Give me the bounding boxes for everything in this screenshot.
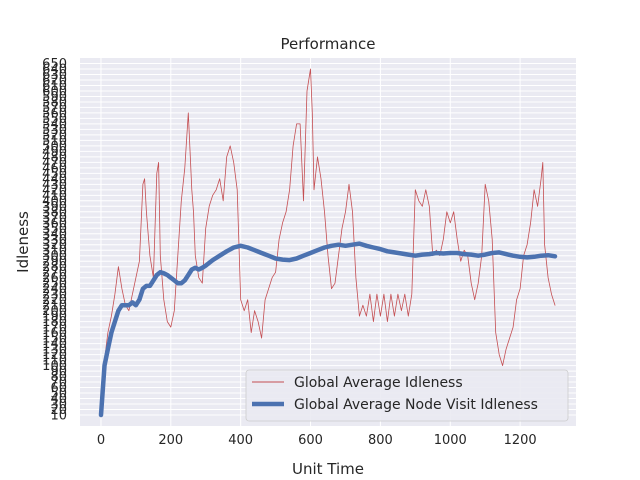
y-tick-label: 70 [50, 376, 67, 391]
y-tick-label: 140 [42, 337, 67, 352]
y-tick-label: 350 [42, 222, 67, 237]
y-tick-label: 90 [50, 365, 67, 380]
y-axis-label: Idleness [14, 211, 32, 273]
legend-label-global-average-node-visit-idleness: Global Average Node Visit Idleness [294, 397, 538, 413]
y-tick-label: 430 [42, 178, 67, 193]
y-tick-label: 450 [42, 167, 67, 182]
y-tick-label: 260 [42, 271, 67, 286]
y-tick-label: 540 [42, 117, 67, 132]
y-tick-label: 620 [42, 73, 67, 88]
y-tick-label: 340 [42, 227, 67, 242]
x-tick-label: 800 [368, 433, 393, 448]
y-tick-label: 640 [42, 62, 67, 77]
y-tick-label: 240 [42, 282, 67, 297]
y-tick-label: 200 [42, 304, 67, 319]
series-line-global-average-node-visit-idleness [98, 241, 558, 418]
y-tick-label: 210 [42, 299, 67, 314]
y-tick-label: 10 [50, 409, 67, 424]
y-tick-label: 110 [42, 354, 67, 369]
y-tick-label: 590 [42, 90, 67, 105]
y-tick-label: 160 [42, 326, 67, 341]
y-tick-label: 300 [42, 249, 67, 264]
legend-box [245, 369, 569, 422]
y-tick-label: 500 [42, 139, 67, 154]
y-tick-label: 330 [42, 233, 67, 248]
y-tick-label: 400 [42, 194, 67, 209]
y-tick-label: 440 [42, 172, 67, 187]
y-tick-label: 470 [42, 156, 67, 171]
y-tick-label: 220 [42, 293, 67, 308]
x-axis-label: Unit Time [292, 460, 364, 478]
x-tick-label: 1000 [434, 433, 467, 448]
y-tick-label: 630 [42, 68, 67, 83]
y-tick-label: 570 [42, 101, 67, 116]
y-tick-label: 120 [42, 348, 67, 363]
y-tick-label: 170 [42, 321, 67, 336]
y-tick-label: 490 [42, 145, 67, 160]
y-tick-label: 50 [50, 387, 67, 402]
y-tick-label: 20 [50, 403, 67, 418]
y-tick-label: 30 [50, 398, 67, 413]
y-tick-label: 410 [42, 189, 67, 204]
y-tick-label: 480 [42, 150, 67, 165]
y-tick-label: 420 [42, 183, 67, 198]
x-tick-label: 600 [298, 433, 323, 448]
y-tick-label: 270 [42, 266, 67, 281]
y-tick-label: 610 [42, 79, 67, 94]
y-tick-label: 580 [42, 95, 67, 110]
y-tick-label: 460 [42, 161, 67, 176]
series-line-global-average-idleness [100, 68, 556, 416]
y-tick-label: 600 [42, 84, 67, 99]
y-tick-label: 150 [42, 332, 67, 347]
y-tick-label: 290 [42, 255, 67, 270]
y-tick-label: 230 [42, 288, 67, 303]
x-tick-label: 400 [228, 433, 253, 448]
legend: Global Average Idleness Global Average N… [245, 369, 569, 422]
y-tick-label: 310 [42, 244, 67, 259]
y-tick-label: 390 [42, 200, 67, 215]
y-tick-label: 550 [42, 112, 67, 127]
y-tick-label: 510 [42, 134, 67, 149]
y-tick-label: 650 [42, 57, 67, 72]
y-tick-label: 100 [42, 359, 67, 374]
y-tick-label: 80 [50, 370, 67, 385]
y-tick-label: 320 [42, 238, 67, 253]
y-tick-label: 190 [42, 310, 67, 325]
y-tick-label: 360 [42, 216, 67, 231]
y-tick-label: 520 [42, 128, 67, 143]
chart-title: Performance [280, 35, 375, 53]
x-tick-label: 200 [158, 433, 183, 448]
legend-label-global-average-idleness: Global Average Idleness [294, 375, 463, 391]
y-tick-label: 370 [42, 211, 67, 226]
series-layer [98, 68, 558, 418]
y-tick-label: 530 [42, 123, 67, 138]
plot-area [80, 58, 576, 426]
x-tick-label: 0 [97, 433, 105, 448]
y-tick-label: 560 [42, 106, 67, 121]
y-tick-label: 60 [50, 381, 67, 396]
y-tick-label: 380 [42, 205, 67, 220]
y-tick-label: 130 [42, 343, 67, 358]
y-tick-label: 250 [42, 277, 67, 292]
y-tick-label: 280 [42, 260, 67, 275]
x-axis-ticks: 0 200 400 600 800 1000 1200 [97, 433, 537, 448]
y-tick-label: 40 [50, 392, 67, 407]
y-axis-ticks: 1020304050607080901001101201301401501601… [42, 57, 67, 424]
y-tick-label: 180 [42, 315, 67, 330]
x-tick-label: 1200 [504, 433, 537, 448]
